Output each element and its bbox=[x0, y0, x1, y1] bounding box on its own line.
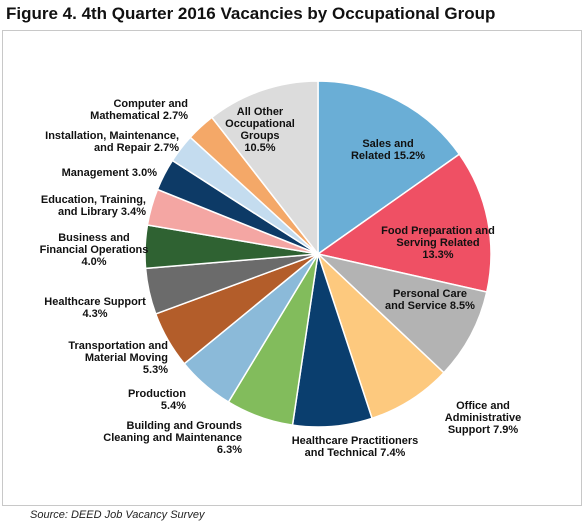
slice-label: Transportation and Material Moving 5.3% bbox=[68, 340, 168, 376]
slice-label: Office and Administrative Support 7.9% bbox=[433, 400, 534, 436]
value-label: 15.2% bbox=[393, 150, 426, 162]
category-label: Education, Training, and Library bbox=[40, 194, 146, 218]
slice-label: Management 3.0% bbox=[62, 167, 157, 179]
slice-label: Personal Care and Service 8.5% bbox=[385, 288, 475, 312]
slice-label: Healthcare Support 4.3% bbox=[44, 296, 145, 320]
category-label: Computer and Mathematical bbox=[90, 98, 188, 122]
value-label: 8.5% bbox=[449, 300, 475, 312]
source-note: Source: DEED Job Vacancy Survey bbox=[30, 509, 205, 521]
value-label: 5.3% bbox=[142, 364, 168, 376]
category-label: Sales and Related bbox=[350, 138, 414, 162]
slice-label: Education, Training, and Library 3.4% bbox=[41, 194, 146, 218]
category-label: Office and Administrative Support bbox=[444, 400, 522, 436]
value-label: 4.0% bbox=[81, 256, 107, 268]
slice-label: Computer and Mathematical 2.7% bbox=[90, 98, 188, 122]
slice-label: Production 5.4% bbox=[128, 388, 186, 412]
value-label: 10.5% bbox=[244, 142, 276, 154]
chart-title: Figure 4. 4th Quarter 2016 Vacancies by … bbox=[6, 4, 496, 23]
category-label: Installation, Maintenance, and Repair bbox=[45, 130, 179, 154]
pie-slice bbox=[315, 252, 488, 374]
slice-label: Food Preparation and Serving Related 13.3… bbox=[381, 225, 495, 261]
slice-label: Business and Financial Operations 4.0% bbox=[40, 232, 149, 268]
category-label: Transportation and Material Moving bbox=[68, 340, 168, 364]
slice-label: Installation, Maintenance, and Repair 2.… bbox=[45, 130, 179, 154]
value-label: 13.3% bbox=[422, 249, 454, 261]
category-label: Personal Care and Service bbox=[385, 288, 467, 312]
slice-label: All Other Occupational Groups 10.5% bbox=[225, 106, 295, 154]
slice-label: Sales and Related 15.2% bbox=[351, 138, 425, 162]
pie-slice bbox=[316, 153, 492, 293]
value-label: 7.9% bbox=[493, 424, 519, 436]
value-label: 3.4% bbox=[120, 206, 146, 218]
category-label: All Other Occupational Groups bbox=[225, 106, 295, 142]
value-label: 4.3% bbox=[82, 308, 108, 320]
category-label: Healthcare Support bbox=[44, 296, 146, 308]
slice-label: Healthcare Practitioners and Technical 7… bbox=[292, 435, 419, 459]
slice-label: Building and Grounds Cleaning and Mainte… bbox=[103, 420, 242, 456]
category-label: Production bbox=[127, 388, 186, 400]
pie-slice bbox=[210, 80, 319, 257]
category-label: Food Preparation and Serving Related bbox=[381, 225, 495, 249]
value-label: 3.0% bbox=[131, 167, 157, 179]
value-label: 5.4% bbox=[160, 400, 186, 412]
value-label: 2.7% bbox=[162, 110, 188, 122]
category-label: Healthcare Practitioners and Technical bbox=[291, 435, 419, 459]
value-label: 2.7% bbox=[153, 142, 179, 154]
value-label: 6.3% bbox=[216, 444, 242, 456]
category-label: Business and Financial Operations bbox=[39, 232, 149, 256]
category-label: Management bbox=[61, 167, 129, 179]
pie-slice bbox=[317, 80, 461, 256]
value-label: 7.4% bbox=[380, 447, 406, 459]
chart-frame bbox=[2, 30, 582, 506]
category-label: Building and Grounds Cleaning and Mainte… bbox=[103, 420, 242, 444]
